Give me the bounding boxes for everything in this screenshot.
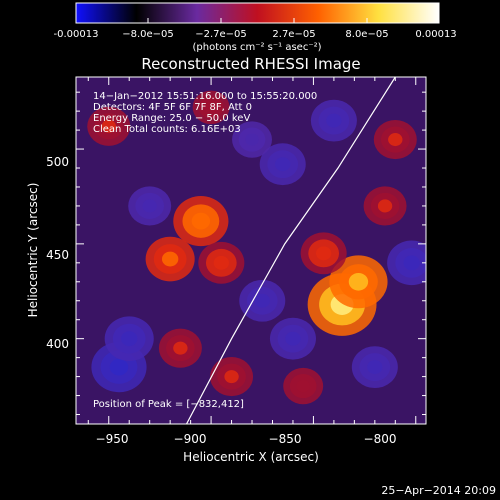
colorbar-tick-label-5: 0.00013 xyxy=(415,29,456,40)
heatmap-blob-10-layer-1 xyxy=(173,341,188,355)
y-axis-label: Heliocentric Y (arcsec) xyxy=(26,183,40,318)
x-tick-label-1: −900 xyxy=(174,432,207,446)
heatmap-blob-1-layer-1 xyxy=(348,272,369,291)
x-axis-label: Heliocentric X (arcsec) xyxy=(183,450,319,464)
info-detectors: Detectors: 4F 5F 6F 7F 8F, Att 0 xyxy=(93,102,252,113)
colorbar-ticks xyxy=(147,18,368,23)
footer-timestamp: 25−Apr−2014 20:09 xyxy=(381,484,496,497)
chart-title: Reconstructed RHESSI Image xyxy=(141,55,360,73)
heatmap-blob-14-layer-1 xyxy=(121,331,138,347)
colorbar-tick-label-3: 2.7e−05 xyxy=(272,29,315,40)
heatmap-blob-17-layer-1 xyxy=(367,360,383,375)
x-tick-label-0: −950 xyxy=(96,432,129,446)
peak-position-label: Position of Peak = [−832,412] xyxy=(93,399,244,410)
y-tick-label-1: 450 xyxy=(46,248,69,262)
info-energy-range: Energy Range: 25.0 − 50.0 keV xyxy=(93,113,250,124)
heatmap-blob-21-layer-1 xyxy=(403,255,420,271)
heatmap-blob-4-layer-1 xyxy=(213,255,229,270)
heatmap-blob-7-layer-1 xyxy=(388,133,403,147)
info-clean-counts: Clean Total counts: 6.16E+03 xyxy=(93,124,241,135)
heatmap-blob-12-layer-1 xyxy=(204,101,218,113)
info-time-range: 14−Jan−2012 15:51:16.000 to 15:55:20.000 xyxy=(93,91,317,102)
heatmap-blob-19-layer-1 xyxy=(142,199,157,213)
heatmap-blob-9-layer-1 xyxy=(224,370,239,384)
plot-frame xyxy=(75,76,427,425)
colorbar-units-label: (photons cm⁻² s⁻¹ asec⁻²) xyxy=(192,42,321,53)
heatmap-image xyxy=(87,90,426,405)
heatmap-blob-2-layer-1 xyxy=(191,212,211,230)
heatmap-blob-5-layer-1 xyxy=(315,246,332,261)
heatmap-blob-18-layer-1 xyxy=(275,157,291,172)
colorbar xyxy=(75,2,440,24)
colorbar-tick-label-4: 8.0e−05 xyxy=(345,29,388,40)
colorbar-tick-label-1: −8.0e−05 xyxy=(122,29,174,40)
heatmap-blob-3-layer-1 xyxy=(161,251,179,267)
x-tick-label-3: −800 xyxy=(364,432,397,446)
heatmap-blob-6-layer-1 xyxy=(377,199,393,213)
heatmap-blob-16-layer-1 xyxy=(285,331,301,346)
solar-limb-line xyxy=(185,77,396,424)
heatmap-blob-15-layer-1 xyxy=(254,293,270,308)
y-tick-label-0: 400 xyxy=(46,337,69,351)
heatmap-blob-22-layer-1 xyxy=(245,133,259,146)
heatmap-blob-8-layer-1 xyxy=(101,119,116,133)
axes-ticks xyxy=(76,77,426,424)
x-tick-label-2: −850 xyxy=(269,432,302,446)
y-tick-label-2: 500 xyxy=(46,155,69,169)
heatmap-blob-11-layer-1 xyxy=(296,380,310,393)
heatmap-blob-20-layer-1 xyxy=(326,113,342,128)
colorbar-tick-label-2: −2.7e−05 xyxy=(195,29,247,40)
heatmap-blob-13-layer-1 xyxy=(109,358,129,376)
colorbar-tick-label-0: -0.00013 xyxy=(54,29,99,40)
